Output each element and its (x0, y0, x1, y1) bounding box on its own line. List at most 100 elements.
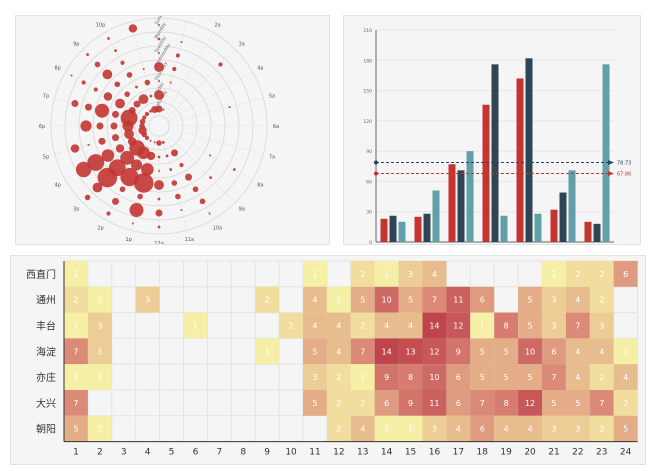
cell-label: 5 (504, 347, 509, 356)
cell-label: 3 (551, 296, 556, 305)
cell-label: 1 (73, 322, 78, 331)
punch-point (135, 85, 138, 89)
heatmap-cell (446, 286, 471, 313)
cell-label: 4 (408, 322, 413, 331)
punch-point (157, 225, 161, 229)
angle-label: 8p (54, 66, 60, 72)
punch-point (139, 118, 146, 125)
cell-label: 6 (480, 425, 485, 434)
heatmap-cell (542, 390, 566, 416)
x-tick-label: 11 (309, 448, 320, 458)
radial-line (168, 97, 264, 124)
x-tick-label: 10 (285, 448, 297, 458)
punch-point (192, 186, 199, 193)
heatmap-cell (64, 338, 88, 365)
punch-point (70, 144, 80, 153)
cell-label: 9 (384, 373, 389, 382)
punch-point (144, 79, 151, 86)
heatmap-cell (64, 261, 88, 287)
heatmap-cell (398, 261, 423, 287)
polar-punch-card-chart: 12a1a2a3a4a5a6a7a8a9a10a11a12p1p2p3p4p5p… (39, 7, 279, 247)
heatmap-cell (565, 415, 590, 442)
punch-point (175, 53, 180, 58)
punch-point (126, 72, 133, 78)
y-tick-label: 150 (363, 89, 372, 95)
cell-label: 5 (360, 296, 365, 305)
mark-line-arrow (608, 170, 614, 176)
heatmap-cell (589, 415, 614, 442)
punch-point (161, 141, 165, 144)
radial-line (167, 71, 253, 122)
heatmap-cell (589, 312, 614, 339)
punch-point (169, 81, 172, 84)
heatmap-cell (326, 286, 351, 313)
heatmap-cell (350, 312, 375, 339)
mark-line-label: 67.86 (617, 171, 631, 177)
cell-label: 3 (145, 296, 150, 305)
punch-point (96, 122, 104, 130)
punch-point (139, 123, 145, 129)
cell-label: 4 (312, 296, 317, 305)
heatmap-cell (326, 312, 351, 339)
angle-label: 11p (124, 16, 134, 17)
punch-point (70, 74, 73, 77)
heatmap-cell (374, 261, 399, 287)
heatmap-cell (398, 286, 423, 313)
punch-card-panel: 12a1a2a3a4a5a6a7a8a9a10a11a12p1p2p3p4p5p… (15, 7, 330, 247)
cell-label: 8 (504, 322, 509, 331)
heatmap-cell (589, 286, 614, 313)
punch-point (133, 173, 154, 193)
angle-label: 6a (273, 124, 279, 130)
punch-point (144, 111, 150, 117)
cell-label: 4 (623, 373, 628, 382)
punch-point (120, 167, 139, 187)
y-tick-label: 朝阳 (36, 424, 56, 436)
punch-point (103, 92, 113, 101)
punch-point (179, 162, 184, 168)
heatmap-cell (446, 338, 471, 365)
x-tick-label: 18 (477, 448, 489, 458)
heatmap-cell (542, 312, 566, 339)
cell-label: 3 (97, 322, 102, 331)
bar (593, 223, 601, 242)
bar (550, 209, 558, 242)
cell-label: 2 (599, 270, 604, 279)
heatmap-cell (542, 286, 566, 313)
punch-point (94, 61, 101, 68)
bar (516, 78, 524, 242)
punch-point (124, 129, 134, 139)
punch-point (112, 134, 120, 142)
cell-label: 5 (480, 373, 485, 382)
cell-label: 1 (265, 347, 270, 356)
punch-point (80, 120, 92, 132)
x-tick-label: 20 (524, 448, 536, 458)
angle-label: 6p (39, 124, 45, 130)
heatmap-cell (64, 364, 88, 390)
heatmap-cell (326, 415, 351, 442)
heatmap-cell (374, 286, 399, 313)
angle-label: 12p (154, 241, 164, 244)
bar (491, 64, 499, 242)
heatmap-cell (303, 390, 327, 416)
cell-label: 1 (312, 270, 317, 279)
punch-point (185, 173, 192, 181)
punch-point (158, 52, 160, 54)
angle-label: 1p (126, 237, 132, 243)
punch-point (114, 49, 117, 53)
bar (602, 64, 610, 242)
heatmap-cell (64, 390, 88, 416)
heatmap-cell (518, 364, 542, 390)
punch-point (112, 110, 120, 118)
punch-point (87, 154, 105, 171)
cell-label: 1 (551, 270, 556, 279)
cell-label: 8 (408, 373, 413, 382)
bar-chart: 0 30 60 90 120 150 180 210 67.86 78.73 (363, 28, 631, 246)
x-tick-label: 19 (500, 448, 512, 458)
cell-label: 5 (312, 347, 317, 356)
punch-point (71, 99, 79, 107)
heatmap-cell (422, 338, 447, 365)
heatmap-cell (135, 286, 160, 313)
cell-label: 5 (480, 347, 485, 356)
heatmap-cell (326, 338, 351, 365)
punch-point (157, 155, 161, 159)
